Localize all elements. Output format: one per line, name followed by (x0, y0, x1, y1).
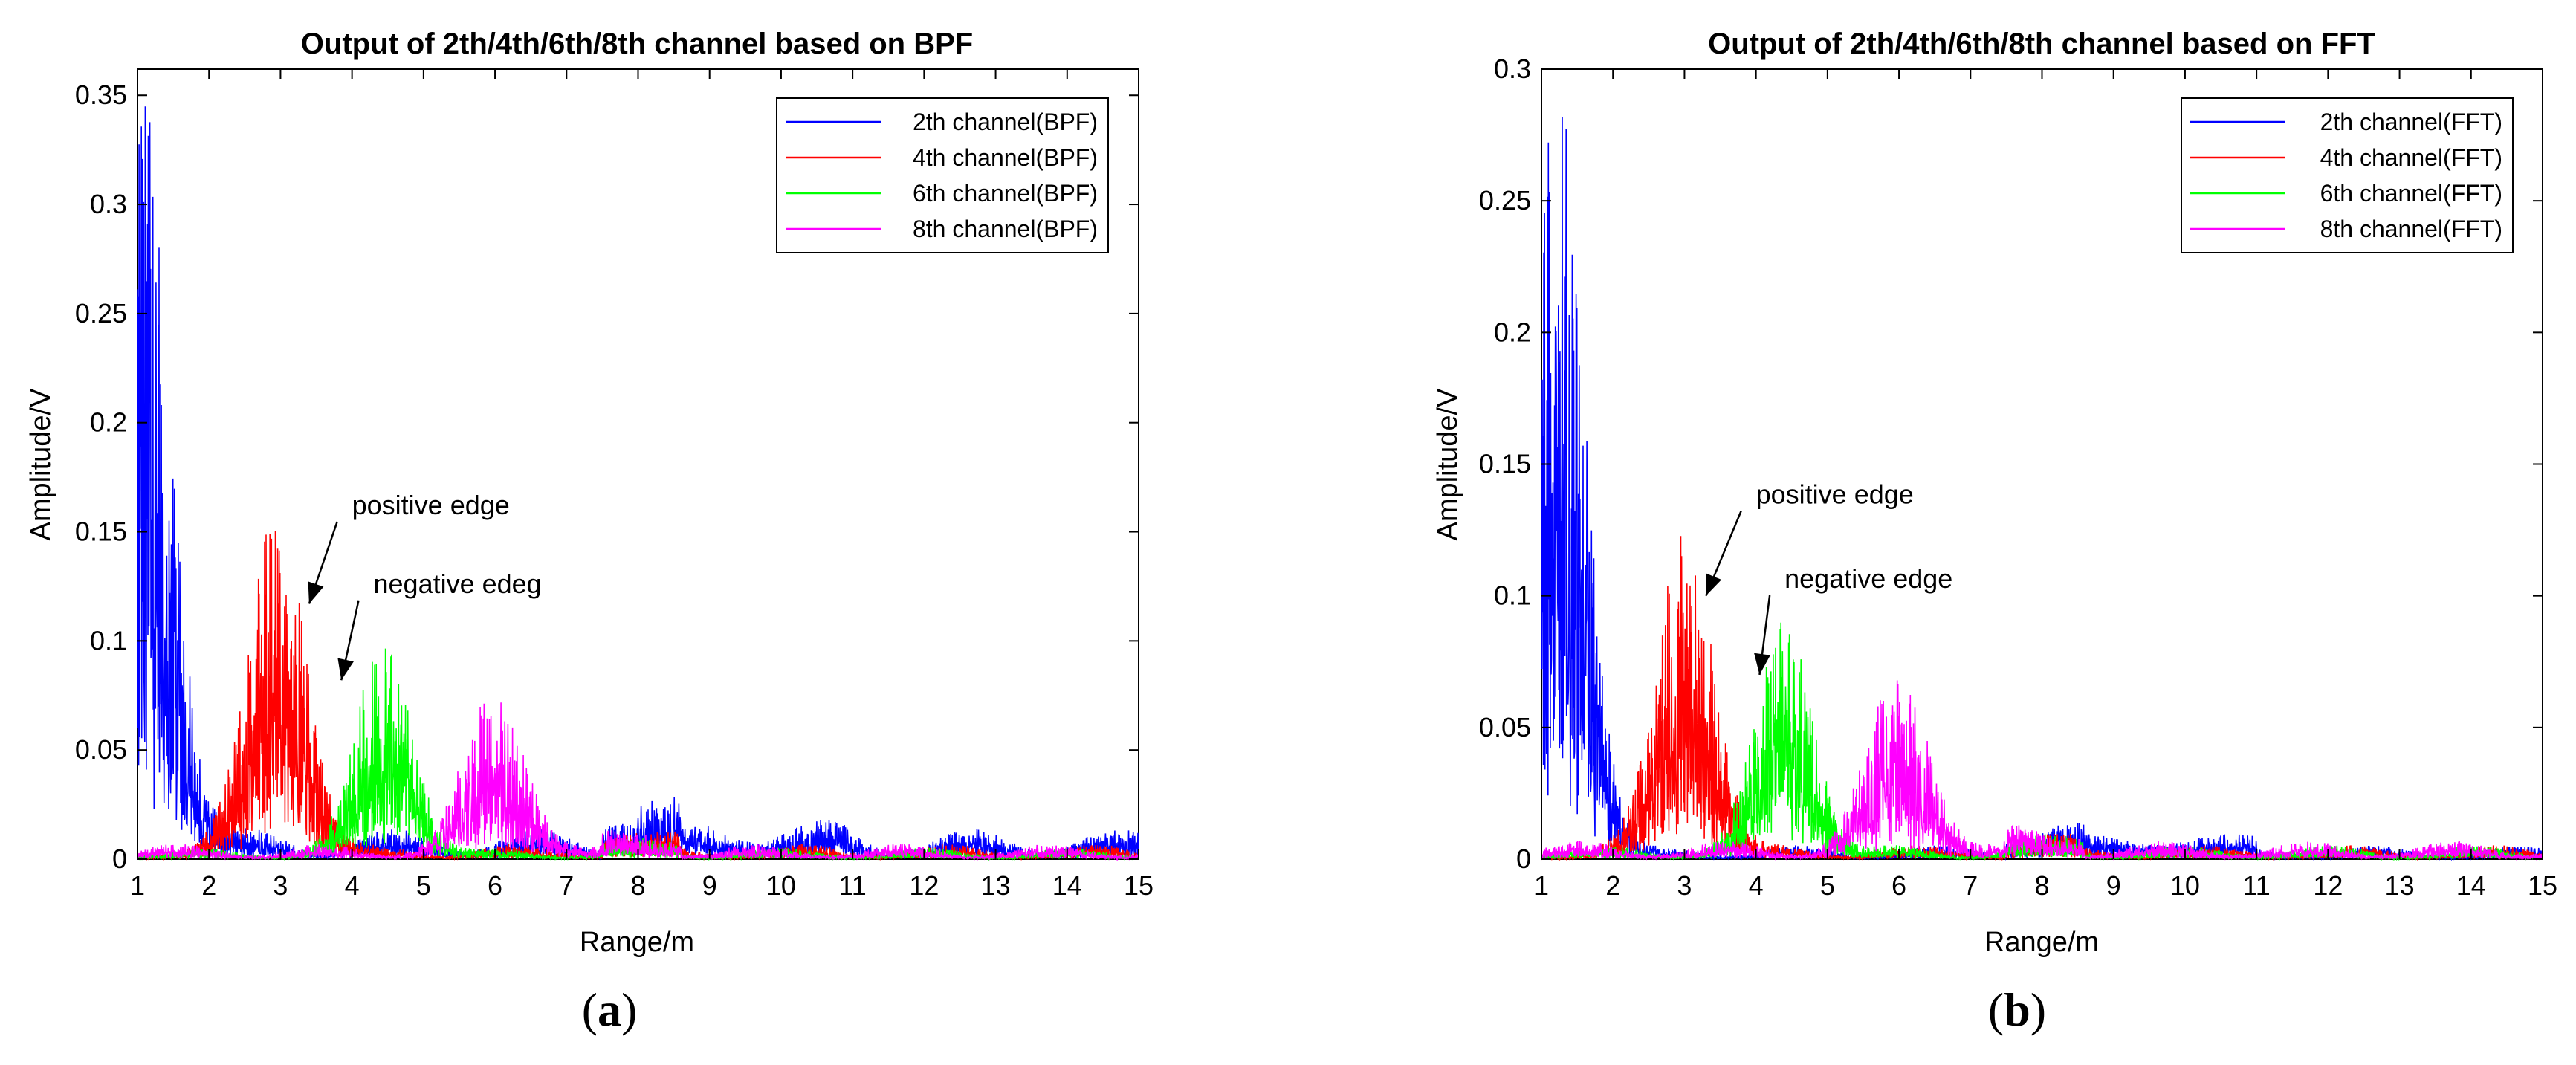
legend: 2th channel(FFT) 4th channel(FFT) 6th chan… (2181, 97, 2514, 253)
x-tick-label: 11 (2242, 870, 2270, 901)
annotations: positive edge negative edge (1705, 479, 1952, 676)
x-tick-label: 14 (1052, 870, 1082, 901)
x-tick-label: 14 (2456, 870, 2486, 901)
annotation-arrowhead (1754, 653, 1770, 675)
legend-label: 4th channel(BPF) (913, 144, 1098, 171)
y-tick-label: 0.15 (1479, 449, 1531, 479)
annotation-arrowhead (1706, 573, 1722, 596)
annotations: positive edge negative edeg (308, 490, 542, 681)
chart-title: Output of 2th/4th/6th/8th channel based … (1708, 27, 2375, 60)
x-axis-label: Range/m (1984, 927, 2099, 958)
y-tick-label: 0.25 (75, 298, 127, 328)
y-tick-label: 0 (112, 844, 127, 874)
y-tick-label: 0.15 (75, 517, 127, 547)
x-tick-label: 5 (416, 870, 431, 901)
x-tick-label: 1 (1534, 870, 1549, 901)
legend-label: 8th channel(FFT) (2320, 216, 2502, 242)
legend-label: 2th channel(BPF) (913, 109, 1098, 135)
y-tick-label: 0.2 (1494, 317, 1531, 347)
y-tick-label: 0.1 (1494, 580, 1531, 611)
x-tick-label: 13 (981, 870, 1011, 901)
y-tick-label: 0.05 (75, 734, 127, 765)
x-tick-label: 7 (1963, 870, 1978, 901)
x-tick-label: 4 (1749, 870, 1764, 901)
x-tick-label: 8 (630, 870, 645, 901)
x-tick-label: 7 (559, 870, 574, 901)
legend-box (776, 97, 1109, 253)
annotation-arrowhead (337, 658, 354, 681)
x-tick-label: 12 (909, 870, 939, 901)
y-axis-label: Amplitude/V (1432, 388, 1463, 541)
x-axis-label: Range/m (580, 927, 694, 958)
x-tick-label: 6 (488, 870, 502, 901)
y-tick-label: 0.1 (90, 625, 127, 655)
x-tick-label: 3 (273, 870, 288, 901)
x-tick-label: 2 (201, 870, 216, 901)
caption-letter: a (598, 983, 621, 1036)
y-tick-label: 0.3 (90, 189, 127, 219)
x-tick-label: 2 (1605, 870, 1620, 901)
x-tick-label: 9 (2106, 870, 2121, 901)
series-line-2 (137, 531, 1139, 861)
annotation-text: negative edge (1784, 563, 1952, 594)
x-tick-label: 3 (1677, 870, 1692, 901)
x-tick-label: 5 (1820, 870, 1835, 901)
series-layer (137, 106, 1139, 861)
y-tick-label: 0.05 (1479, 712, 1531, 742)
legend: 2th channel(BPF) 4th channel(BPF) 6th chan… (776, 97, 1109, 253)
annotation-text: positive edge (352, 490, 510, 520)
annotation-text: positive edge (1756, 479, 1914, 510)
series-line-2 (1541, 536, 2543, 861)
series-line-4 (1541, 680, 2543, 861)
legend-label: 8th channel(BPF) (913, 216, 1098, 242)
x-tick-label: 12 (2313, 870, 2343, 901)
x-tick-label: 8 (2034, 870, 2049, 901)
legend-label: 2th channel(FFT) (2320, 109, 2502, 135)
legend-label: 6th channel(BPF) (913, 180, 1098, 207)
x-tick-label: 10 (2170, 870, 2200, 901)
x-tick-label: 1 (130, 870, 145, 901)
caption-label: (a) (582, 983, 638, 1036)
x-tick-label: 6 (1891, 870, 1906, 901)
x-tick-label: 11 (838, 870, 866, 901)
y-tick-label: 0.25 (1479, 185, 1531, 216)
y-tick-label: 0.35 (75, 80, 127, 110)
chart-title: Output of 2th/4th/6th/8th channel based … (301, 27, 973, 60)
y-tick-label: 0.2 (90, 407, 127, 438)
ticks-layer: 1 2 3 4 5 6 7 8 9 10 11 12 13 14 1500.050.10.150.20.25… (75, 69, 1153, 901)
legend-label: 6th channel(FFT) (2320, 180, 2502, 207)
annotation-arrowhead (308, 581, 324, 604)
legend-box (2181, 97, 2514, 253)
x-tick-label: 15 (2528, 870, 2557, 901)
y-tick-label: 0.3 (1494, 54, 1531, 84)
x-tick-label: 15 (1124, 870, 1153, 901)
annotation-text: negative edeg (374, 569, 542, 599)
chart-panel-b: Output of 2th/4th/6th/8th channel based … (1432, 27, 2557, 1036)
x-tick-label: 10 (766, 870, 796, 901)
x-tick-label: 9 (702, 870, 717, 901)
y-axis-label: Amplitude/V (25, 388, 56, 541)
x-tick-label: 4 (345, 870, 360, 901)
legend-label: 4th channel(FFT) (2320, 144, 2502, 171)
series-layer (1541, 117, 2543, 861)
chart-panel-a: Output of 2th/4th/6th/8th channel based … (25, 27, 1153, 1036)
caption-label: (b) (1988, 983, 2046, 1036)
y-tick-label: 0 (1516, 844, 1531, 874)
x-tick-label: 13 (2385, 870, 2415, 901)
caption-letter: b (2004, 983, 2030, 1036)
ticks-layer: 1 2 3 4 5 6 7 8 9 10 11 12 13 14 1500.050.10.150.20.25… (1479, 54, 2557, 901)
